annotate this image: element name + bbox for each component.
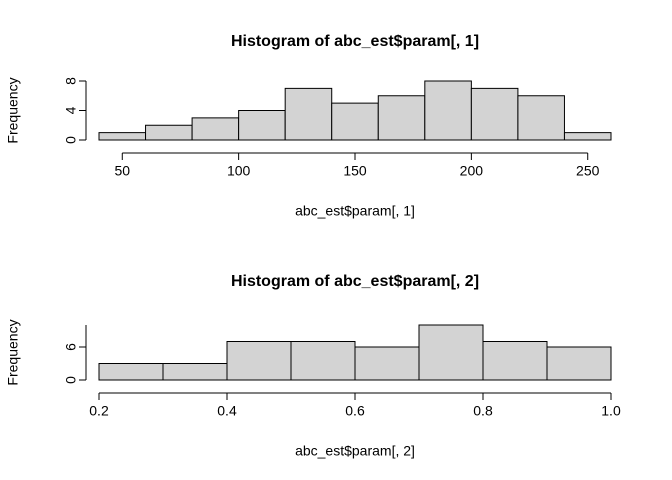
bar	[546, 346, 612, 381]
x-tick-label: 0.2	[89, 403, 109, 419]
y-axis-label: Frequency	[5, 319, 21, 385]
y-tick-label: 8	[63, 77, 79, 85]
bar	[98, 132, 147, 141]
bar	[517, 95, 565, 141]
bar	[226, 341, 292, 381]
x-tick-label: 1.0	[601, 403, 621, 419]
x-tick-label: 0.4	[217, 403, 237, 419]
y-tick-label: 0	[63, 136, 79, 144]
x-tick-label: 150	[343, 163, 367, 179]
x-tick-label: 50	[114, 163, 130, 179]
chart-title: Histogram of abc_est$param[, 1]	[231, 33, 479, 50]
bar	[563, 132, 612, 141]
bar	[98, 363, 164, 381]
x-tick-label: 100	[227, 163, 251, 179]
bar	[424, 80, 472, 141]
x-axis-label: abc_est$param[, 1]	[295, 203, 415, 219]
x-tick-label: 0.8	[473, 403, 493, 419]
bar	[191, 117, 240, 141]
y-tick-label: 6	[63, 343, 79, 351]
bar	[290, 341, 356, 381]
y-tick-label: 0	[63, 376, 79, 384]
bar	[331, 102, 379, 141]
bar	[284, 87, 333, 141]
x-tick-label: 200	[460, 163, 484, 179]
x-tick-label: 0.6	[345, 403, 365, 419]
x-tick-label: 250	[576, 163, 600, 179]
y-tick-label: 4	[63, 106, 79, 114]
bar	[418, 324, 484, 381]
x-axis-label: abc_est$param[, 2]	[295, 443, 415, 459]
y-axis-label: Frequency	[5, 77, 21, 143]
bar	[162, 363, 228, 381]
bar	[482, 341, 548, 381]
bar	[470, 87, 519, 141]
bar	[238, 110, 286, 141]
bar	[145, 124, 193, 141]
bar	[354, 346, 420, 381]
chart-title: Histogram of abc_est$param[, 2]	[231, 273, 479, 290]
bar	[377, 95, 426, 141]
